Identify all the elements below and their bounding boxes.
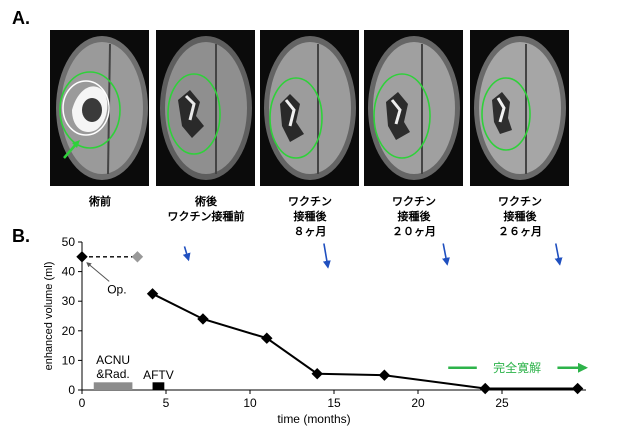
data-point: [76, 251, 88, 263]
x-tick-label: 20: [411, 396, 425, 410]
mri-scan-8-months: [260, 30, 359, 186]
data-point: [131, 251, 144, 263]
scan-caption-preop: 術前: [89, 195, 111, 208]
data-point: [311, 368, 323, 380]
timepoint-arrow-3: [554, 243, 563, 266]
remission-label: 完全寛解: [493, 360, 541, 375]
x-tick-label: 15: [327, 396, 341, 410]
y-tick-label: 20: [62, 324, 76, 338]
op-pointer-arrow: [86, 262, 110, 282]
acnu-rad-label: ACNU &Rad.: [96, 353, 130, 381]
y-tick-label: 10: [62, 353, 76, 367]
timepoint-arrow-0: [182, 246, 191, 262]
x-axis-title: time (months): [277, 412, 350, 426]
y-tick-label: 40: [62, 265, 76, 279]
data-point: [378, 369, 391, 381]
mri-scan-postop: [156, 30, 255, 186]
chart-series: [76, 251, 584, 395]
data-point: [146, 288, 159, 300]
timepoint-arrow-2: [442, 243, 450, 266]
mri-scan-preop: [50, 30, 149, 186]
chart-axes: 0 10 20 30 40 50 0 5 10 15 20 25 time (months) enhanc…: [43, 235, 586, 426]
volume-chart: 0 10 20 30 40 50 0 5 10 15 20 25 time (months) enhanc…: [43, 235, 588, 426]
y-axis-title: enhanced volume (ml): [43, 262, 55, 371]
y-tick-label: 0: [68, 383, 75, 397]
panel-b-label: B.: [12, 226, 30, 246]
mri-scan-20-months: [364, 30, 463, 186]
chart-annotations: ACNU &Rad. AFTV Op. 完全寛解: [86, 243, 588, 390]
data-point: [571, 382, 584, 395]
mri-scan-26-months: [470, 30, 569, 186]
x-tick-label: 5: [163, 396, 170, 410]
timepoint-arrow-1: [322, 243, 331, 269]
x-tick-label: 25: [495, 396, 509, 410]
data-point: [261, 332, 273, 344]
aftv-bar: [152, 382, 165, 390]
scan-caption-20-months: ワクチン 接種後 ２０ヶ月: [392, 195, 436, 238]
aftv-label: AFTV: [143, 368, 174, 382]
x-tick-label: 0: [79, 396, 86, 410]
op-label: Op.: [107, 282, 126, 296]
scan-caption-postop: 術後 ワクチン接種前: [167, 195, 245, 223]
scan-caption-8-months: ワクチン 接種後 ８ヶ月: [288, 195, 332, 238]
y-tick-label: 50: [62, 235, 76, 249]
panel-a-label: A.: [12, 8, 30, 28]
y-tick-label: 30: [62, 294, 76, 308]
scan-caption-26-months: ワクチン 接種後 ２６ヶ月: [498, 195, 542, 238]
data-point: [479, 382, 491, 395]
data-point: [197, 313, 209, 325]
x-tick-label: 10: [243, 396, 257, 410]
acnu-rad-bar: [93, 382, 133, 390]
